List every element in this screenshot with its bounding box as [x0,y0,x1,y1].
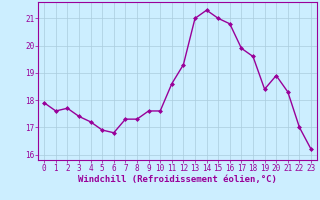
X-axis label: Windchill (Refroidissement éolien,°C): Windchill (Refroidissement éolien,°C) [78,175,277,184]
